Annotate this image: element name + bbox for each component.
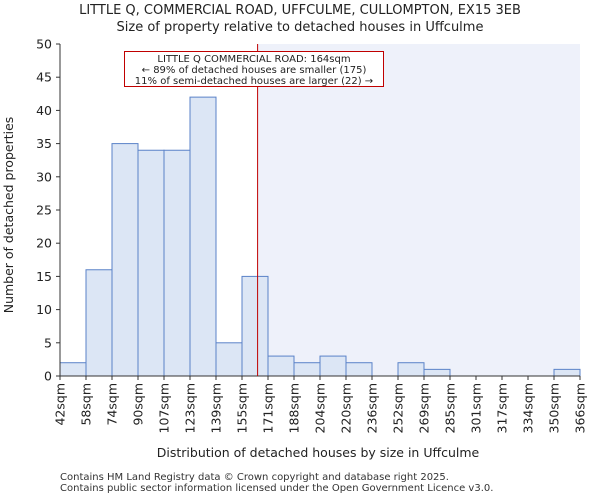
x-tick-label: 252sqm xyxy=(391,383,406,433)
x-tick-label: 58sqm xyxy=(79,383,94,426)
x-tick-label: 334sqm xyxy=(521,383,536,433)
x-tick-label: 42sqm xyxy=(53,383,68,426)
histogram-bar xyxy=(423,368,451,377)
x-tick-label: 204sqm xyxy=(313,383,328,433)
histogram-bar xyxy=(241,275,269,377)
histogram-bar xyxy=(267,355,295,377)
larger-region-shade xyxy=(257,44,580,376)
x-axis-label: Distribution of detached houses by size … xyxy=(157,445,480,460)
histogram-bar xyxy=(163,149,191,377)
x-tick-label: 90sqm xyxy=(131,383,146,426)
y-tick-label: 20 xyxy=(36,236,52,251)
x-tick-label: 74sqm xyxy=(105,383,120,426)
y-tick-label: 45 xyxy=(36,70,52,85)
x-tick-label: 301sqm xyxy=(469,383,484,433)
y-axis-label: Number of detached properties xyxy=(1,117,16,314)
histogram-bar xyxy=(319,355,347,377)
histogram-bar xyxy=(345,362,373,377)
y-tick-label: 40 xyxy=(36,103,52,118)
x-tick-label: 317sqm xyxy=(495,383,510,433)
y-tick-label: 0 xyxy=(44,369,52,384)
y-tick-label: 30 xyxy=(36,169,52,184)
x-tick-label: 139sqm xyxy=(209,383,224,433)
x-tick-label: 107sqm xyxy=(157,383,172,433)
histogram-bar xyxy=(553,368,581,377)
x-tick-label: 123sqm xyxy=(183,383,198,433)
x-tick-label: 220sqm xyxy=(339,383,354,433)
histogram-bar xyxy=(137,149,165,377)
y-tick-label: 25 xyxy=(36,203,52,218)
footer-licence: Contains public sector information licen… xyxy=(60,483,494,494)
y-tick-label: 10 xyxy=(36,302,52,317)
x-tick-label: 155sqm xyxy=(235,383,250,433)
histogram-bar xyxy=(189,96,217,377)
histogram-bar xyxy=(59,362,87,377)
y-tick-label: 35 xyxy=(36,136,52,151)
y-tick-label: 5 xyxy=(44,335,52,350)
histogram-bar xyxy=(215,342,243,377)
property-annotation-box: LITTLE Q COMMERCIAL ROAD: 164sqm ← 89% o… xyxy=(124,51,384,87)
histogram-bar xyxy=(397,362,425,377)
chart-title-line1: LITTLE Q, COMMERCIAL ROAD, UFFCULME, CUL… xyxy=(79,3,521,18)
x-tick-label: 366sqm xyxy=(573,383,588,433)
y-tick-label: 50 xyxy=(36,37,52,52)
annotation-line2: ← 89% of detached houses are smaller (17… xyxy=(141,65,367,76)
annotation-line3: 11% of semi-detached houses are larger (… xyxy=(134,76,374,87)
x-tick-label: 188sqm xyxy=(287,383,302,433)
x-tick-label: 236sqm xyxy=(365,383,380,433)
x-tick-label: 171sqm xyxy=(261,383,276,433)
x-tick-label: 285sqm xyxy=(443,383,458,433)
footer-copyright: Contains HM Land Registry data © Crown c… xyxy=(60,472,449,483)
x-tick-label: 269sqm xyxy=(417,383,432,433)
histogram-bar xyxy=(293,362,321,377)
x-tick-label: 350sqm xyxy=(547,383,562,433)
chart-title-line2: Size of property relative to detached ho… xyxy=(116,20,484,35)
y-tick-label: 15 xyxy=(36,269,52,284)
histogram-bar xyxy=(111,143,139,377)
annotation-line1: LITTLE Q COMMERCIAL ROAD: 164sqm xyxy=(157,54,351,65)
histogram-bar xyxy=(85,269,113,377)
